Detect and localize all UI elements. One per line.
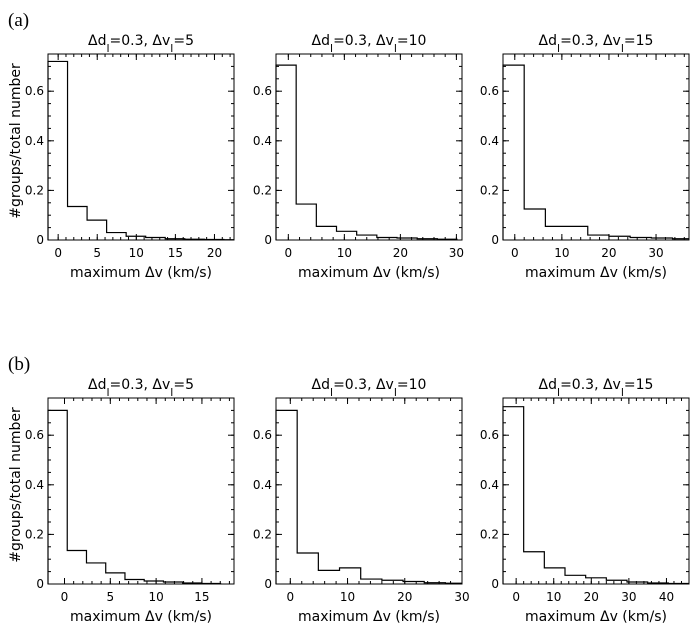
x-tick-label: 15 (194, 590, 209, 604)
plot-frame (502, 53, 690, 241)
x-tick-label: 20 (584, 590, 599, 604)
x-tick-label: 5 (93, 246, 101, 260)
x-tick-label: 0 (511, 246, 519, 260)
y-tick-label: 0.2 (25, 183, 44, 197)
x-tick-label: 10 (148, 590, 163, 604)
x-tick-label: 0 (54, 246, 62, 260)
plot-frame (502, 397, 690, 585)
x-tick-label: 20 (601, 246, 616, 260)
y-tick-label: 0.4 (253, 134, 272, 148)
y-tick-label: 0.2 (480, 183, 499, 197)
histogram-panel-5: 0 10 20 30 0 0.2 0.4 0.6 Δdl=0.3, Δvl=10 maximum … (253, 377, 470, 625)
y-tick-label: 0.6 (25, 84, 44, 98)
x-tick-label: 30 (454, 590, 469, 604)
y-tick-label: 0.6 (253, 428, 272, 442)
x-tick-label: 30 (621, 590, 636, 604)
panel-title: Δdl=0.3, Δvl=5 (88, 33, 194, 55)
y-tick-label: 0 (491, 577, 499, 591)
y-tick-label: 0.4 (480, 478, 499, 492)
x-tick-label: 30 (449, 246, 464, 260)
y-tick-label: 0.6 (253, 84, 272, 98)
panel-title: Δdl=0.3, Δvl=15 (539, 33, 654, 55)
y-tick-label: 0.2 (253, 183, 272, 197)
x-axis-label: maximum Δv (km/s) (298, 265, 440, 281)
x-axis-label: maximum Δv (km/s) (70, 265, 212, 281)
plot-frame (47, 53, 235, 241)
panel-title: Δdl=0.3, Δvl=10 (312, 33, 427, 55)
y-tick-label: 0.6 (25, 428, 44, 442)
x-tick-label: 0 (61, 590, 69, 604)
panel-title: Δdl=0.3, Δvl=15 (539, 377, 654, 399)
histogram-step-line (47, 409, 222, 585)
x-axis-label: maximum Δv (km/s) (525, 265, 667, 281)
ylabel-row-b: #groups/total number (8, 407, 24, 563)
plot-frame (275, 53, 463, 241)
x-tick-label: 15 (168, 246, 183, 260)
histogram-panel-3: 0 10 20 30 0 0.2 0.4 0.6 Δdl=0.3, Δvl=15 maximum … (480, 33, 690, 281)
x-tick-label: 0 (285, 246, 293, 260)
y-tick-label: 0.2 (253, 527, 272, 541)
x-axis-label: maximum Δv (km/s) (525, 609, 667, 625)
y-tick-label: 0 (491, 233, 499, 247)
histogram-panel-6: 0 10 20 30 40 0 0.2 0.4 0.6 Δdl=0.3, Δvl=15 maximu… (480, 377, 690, 625)
histogram-panel-1: 0 5 10 15 20 0 0.2 0.4 0.6 Δdl=0.3, Δvl=5 maximum … (25, 33, 235, 281)
histogram-step-line (47, 60, 234, 241)
histogram-step-line (502, 406, 689, 585)
y-tick-label: 0.6 (480, 428, 499, 442)
ylabel-row-a: #groups/total number (8, 63, 24, 219)
x-tick-label: 10 (554, 246, 569, 260)
panel-label-a: (a) (8, 10, 29, 31)
y-tick-label: 0.2 (25, 527, 44, 541)
histogram-step-line (502, 64, 689, 240)
histogram-step-line (275, 64, 458, 240)
panel-title: Δdl=0.3, Δvl=5 (88, 377, 194, 399)
x-tick-label: 0 (512, 590, 520, 604)
histogram-panel-4: 0 5 10 15 0 0.2 0.4 0.6 Δdl=0.3, Δvl=5 maximum Δv… (25, 377, 235, 625)
y-tick-label: 0 (36, 577, 44, 591)
y-tick-label: 0.4 (253, 478, 272, 492)
y-tick-label: 0.6 (480, 84, 499, 98)
y-tick-label: 0.2 (480, 527, 499, 541)
x-tick-label: 20 (397, 590, 412, 604)
x-tick-label: 20 (393, 246, 408, 260)
histogram-panel-2: 0 10 20 30 0 0.2 0.4 0.6 Δdl=0.3, Δvl=10 maximum … (253, 33, 464, 281)
x-axis-label: maximum Δv (km/s) (70, 609, 212, 625)
x-tick-label: 10 (340, 590, 355, 604)
x-tick-label: 10 (129, 246, 144, 260)
x-tick-label: 10 (546, 590, 561, 604)
plot-frame (47, 397, 235, 585)
histogram-step-line (275, 409, 462, 584)
y-tick-label: 0 (36, 233, 44, 247)
x-tick-label: 30 (648, 246, 663, 260)
x-tick-label: 20 (207, 246, 222, 260)
panel-title: Δdl=0.3, Δvl=10 (312, 377, 427, 399)
x-tick-label: 40 (659, 590, 674, 604)
x-axis-label: maximum Δv (km/s) (298, 609, 440, 625)
x-tick-label: 10 (337, 246, 352, 260)
y-tick-label: 0 (264, 577, 272, 591)
y-tick-label: 0.4 (25, 478, 44, 492)
y-tick-label: 0.4 (25, 134, 44, 148)
y-tick-label: 0.4 (480, 134, 499, 148)
x-tick-label: 0 (286, 590, 294, 604)
panel-label-b: (b) (8, 354, 30, 375)
plot-frame (275, 397, 463, 585)
y-tick-label: 0 (264, 233, 272, 247)
x-tick-label: 5 (106, 590, 114, 604)
